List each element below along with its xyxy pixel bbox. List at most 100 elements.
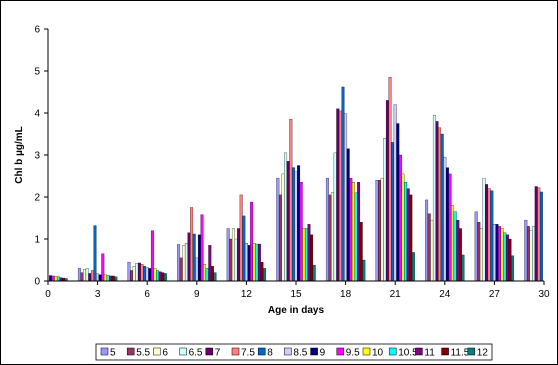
legend-swatch-10	[362, 347, 371, 356]
bar-11-day-21	[406, 188, 410, 282]
bar-9_5-day-3	[101, 253, 105, 282]
legend-swatch-8_5	[284, 347, 292, 356]
legend-label-12: 12	[477, 348, 489, 359]
bar-6_5-day-30	[532, 226, 536, 282]
legend-label-7_5: 7.5	[241, 348, 255, 359]
legend-swatch-5	[100, 347, 109, 356]
bar-11-day-12	[257, 243, 261, 282]
bar-6_5-day-12	[234, 238, 238, 282]
bar-7_5-day-30	[537, 187, 541, 282]
bar-5_5-day-30	[526, 226, 530, 282]
bar-7_5-day-12	[239, 194, 243, 282]
legend-swatch-8	[257, 347, 266, 356]
bar-11-day-15	[307, 224, 311, 282]
bar-9_5-day-6	[150, 230, 154, 282]
bar-9-day-15	[297, 165, 301, 282]
legend-label-5: 5	[110, 348, 116, 359]
bar-7_5-day-15	[289, 119, 293, 282]
y-tick-label: 5	[34, 67, 40, 78]
bar-6-day-15	[281, 173, 285, 282]
x-axis-label: Age in days	[268, 305, 325, 316]
x-tick-label: 30	[538, 289, 550, 300]
legend-swatch-9_5	[336, 347, 345, 356]
bar-11_5-day-18	[359, 222, 363, 282]
bar-8-day-15	[291, 167, 295, 282]
bar-12-day-12	[263, 268, 267, 282]
y-tick-label: 1	[34, 235, 40, 246]
bar-9_5-day-12	[250, 201, 254, 282]
y-axis-label: Chl b µg/mL	[14, 126, 25, 183]
bar-8_5-day-6	[145, 267, 149, 282]
x-tick-label: 21	[390, 289, 402, 300]
bar-5-day-21	[375, 180, 379, 282]
bar-8-day-24	[440, 133, 444, 282]
bar-8-day-6	[143, 266, 147, 282]
bar-9_5-day-21	[398, 154, 402, 282]
bar-6-day-24	[430, 219, 434, 282]
bar-5-day-9	[177, 244, 181, 282]
bar-8-day-9	[192, 233, 196, 282]
bar-7-day-12	[237, 228, 241, 282]
legend-swatch-9	[310, 347, 318, 356]
bar-11-day-18	[357, 182, 361, 282]
bar-10-day-18	[351, 182, 355, 282]
bar-11-day-27	[505, 234, 509, 282]
bar-10_5-day-21	[404, 182, 408, 282]
bar-10-day-21	[401, 173, 405, 282]
bar-11_5-day-15	[310, 234, 314, 282]
bar-11-day-3	[109, 275, 113, 282]
bar-12-day-15	[312, 264, 316, 282]
legend-label-11_5: 11.5	[451, 348, 470, 359]
bar-6-day-30	[529, 230, 533, 282]
bar-12-day-3	[114, 276, 118, 282]
bar-5-day-6	[127, 261, 131, 282]
bar-11_5-day-3	[111, 275, 115, 282]
bar-8-day-18	[341, 86, 345, 282]
legend-label-8: 8	[267, 348, 273, 359]
bar-11-day-6	[158, 271, 162, 282]
bar-6_5-day-6	[135, 263, 139, 282]
bar-6-day-27	[479, 228, 483, 282]
bar-9-day-24	[445, 167, 449, 282]
x-tick-label: 0	[45, 289, 51, 300]
bar-9-day-12	[247, 245, 251, 282]
legend-swatch-7_5	[231, 347, 240, 356]
x-tick-label: 27	[489, 289, 501, 300]
bar-11_5-day-12	[260, 261, 264, 282]
bar-9-day-0	[49, 275, 53, 282]
y-tick-label: 0	[34, 277, 40, 288]
legend-label-9_5: 9.5	[346, 348, 360, 359]
y-tick-label: 3	[34, 151, 40, 162]
bar-5_5-day-21	[378, 180, 382, 282]
bar-9-day-9	[197, 234, 201, 282]
bar-8_5-day-15	[294, 171, 298, 282]
legend-label-9: 9	[320, 348, 326, 359]
bar-9_5-day-0	[51, 275, 55, 282]
plot-area	[49, 77, 543, 282]
bar-6-day-21	[380, 177, 384, 282]
bar-9-day-3	[98, 274, 102, 282]
bar-9_5-day-9	[200, 214, 204, 282]
bar-5-day-18	[325, 177, 329, 282]
bar-7_5-day-21	[388, 77, 392, 282]
legend-swatch-10_5	[388, 347, 397, 356]
bar-7-day-3	[88, 273, 92, 282]
bar-8_5-day-24	[443, 156, 447, 282]
bar-11_5-day-9	[210, 266, 214, 282]
bar-8-day-30	[539, 191, 543, 282]
bar-10-day-6	[153, 268, 157, 282]
x-tick-label: 9	[194, 289, 200, 300]
bar-11_5-day-21	[409, 194, 413, 282]
bar-11_5-day-24	[458, 228, 462, 282]
bar-6-day-3	[83, 269, 87, 282]
bar-10_5-day-15	[304, 228, 308, 282]
bar-5-day-12	[226, 228, 230, 282]
bar-10-day-24	[451, 205, 455, 282]
bar-7-day-27	[485, 184, 489, 282]
bar-5_5-day-24	[427, 213, 431, 282]
legend-swatch-5_5	[126, 347, 135, 356]
bar-7_5-day-6	[140, 264, 144, 282]
bar-12-day-21	[411, 252, 415, 282]
